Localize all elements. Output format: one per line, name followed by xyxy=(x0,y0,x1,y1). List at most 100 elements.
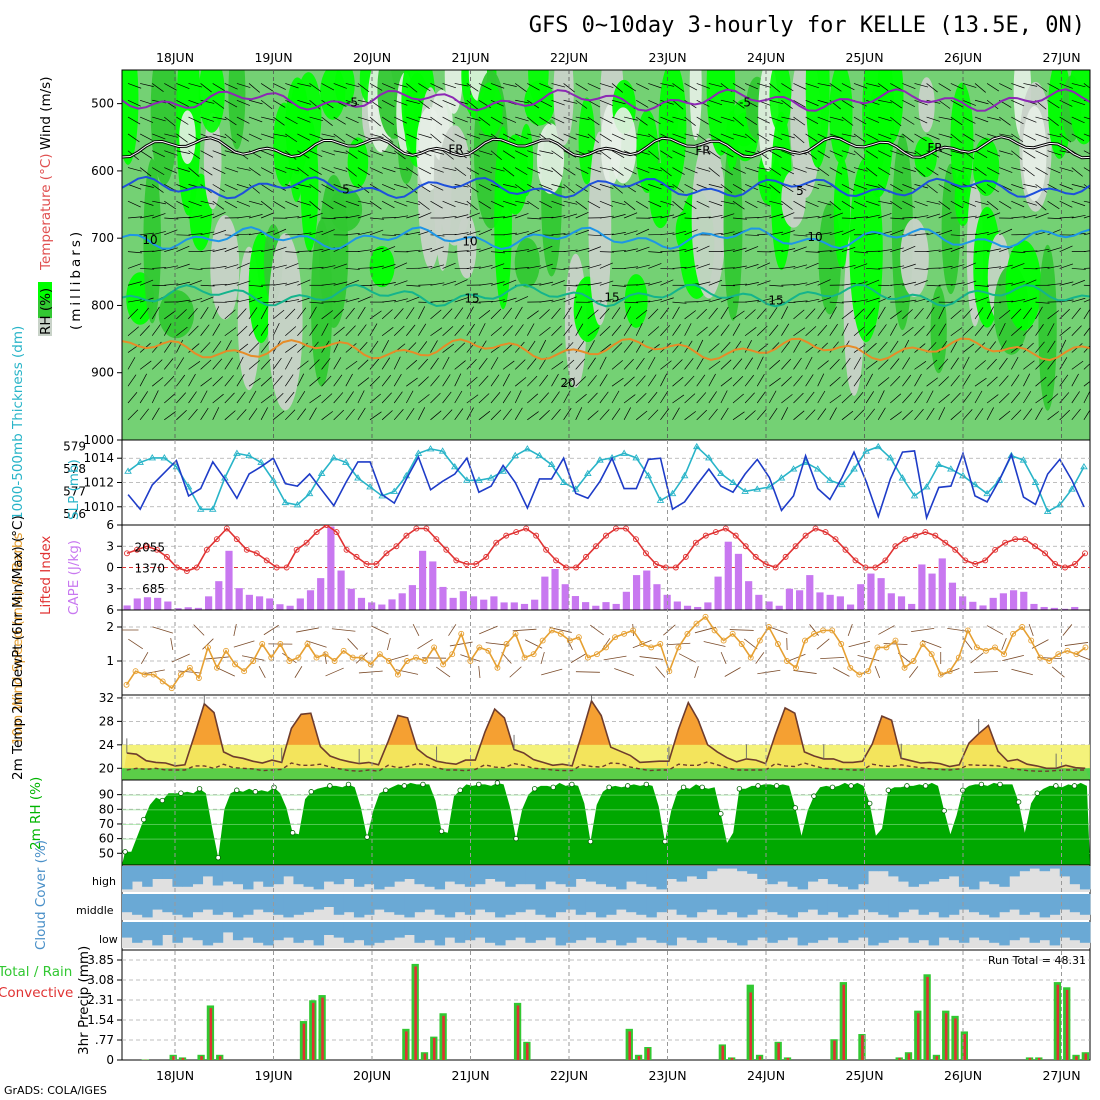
upper-wind-barb xyxy=(502,307,512,320)
upper-wind-barb xyxy=(720,99,735,104)
upper-wind-barb xyxy=(660,325,671,336)
upper-wind-barb xyxy=(926,200,941,205)
upper-wind-barb xyxy=(999,264,1013,269)
thickness-line-point xyxy=(305,489,314,497)
upper-wind-barb xyxy=(599,298,614,303)
cape-bar xyxy=(836,596,844,610)
cape-bar xyxy=(775,605,783,610)
upper-wind-barb xyxy=(793,200,806,209)
upper-wind-barb xyxy=(297,307,307,320)
upper-wind-barb xyxy=(744,374,754,387)
upper-wind-barb xyxy=(732,310,745,320)
surface-wind-barb xyxy=(140,652,149,664)
upper-wind-barb xyxy=(297,99,311,105)
upper-wind-barb xyxy=(539,299,554,303)
cloud-cell-middle xyxy=(1039,894,1051,918)
rh2m-point xyxy=(997,781,1003,788)
surface-wind-barb xyxy=(448,624,457,636)
upper-wind-barb xyxy=(999,282,1014,286)
upper-wind-barb xyxy=(357,249,372,252)
upper-wind-barb xyxy=(998,357,1008,370)
upper-wind-barb xyxy=(224,309,236,320)
rh2m-point xyxy=(513,835,519,842)
isotherms xyxy=(122,88,1090,362)
upper-wind-barb xyxy=(1047,375,1058,387)
cloud-cell-low xyxy=(646,922,657,941)
rh2m-level-line xyxy=(122,794,1090,796)
li-line-point xyxy=(303,539,310,546)
wind-speed-line-point xyxy=(566,637,573,644)
upper-wind-barb xyxy=(926,407,935,421)
upper-wind-barb xyxy=(575,376,587,387)
upper-wind-barb xyxy=(1035,200,1047,211)
li-line-point xyxy=(463,561,470,567)
surface-wind-barb xyxy=(816,638,830,650)
wind-speed-line-point xyxy=(720,637,727,644)
upper-wind-barb xyxy=(890,116,902,127)
upper-wind-barb xyxy=(938,184,951,192)
upper-wind-barb xyxy=(430,133,442,144)
upper-wind-barb xyxy=(248,324,259,336)
upper-wind-barb xyxy=(781,150,795,157)
li-line-point xyxy=(543,546,550,553)
surface-wind-barb xyxy=(478,665,481,679)
upper-wind-barb xyxy=(914,99,928,106)
upper-wind-barb xyxy=(793,83,807,90)
upper-wind-barb xyxy=(841,229,855,236)
upper-wind-barb xyxy=(648,281,662,286)
upper-wind-barb xyxy=(272,322,280,336)
upper-wind-barb xyxy=(261,116,275,121)
upper-wind-barb xyxy=(1035,248,1050,252)
upper-wind-barb xyxy=(793,375,803,387)
wind-speed-line-point xyxy=(684,630,691,637)
upper-wind-barb xyxy=(902,200,916,208)
upper-wind-barb xyxy=(648,116,661,125)
upper-wind-barb xyxy=(756,409,767,421)
upper-wind-barb xyxy=(1047,323,1055,336)
upper-wind-barb xyxy=(902,83,916,90)
upper-wind-barb xyxy=(611,200,626,206)
upper-wind-barb xyxy=(442,262,456,269)
wind-speed-line-point xyxy=(159,678,166,685)
upper-wind-barb xyxy=(539,200,553,208)
upper-wind-barb xyxy=(333,133,346,143)
cloud-cell-low xyxy=(212,922,224,943)
thickness-line-point xyxy=(390,487,399,494)
upper-wind-barb xyxy=(236,215,251,219)
isotherm-5 xyxy=(122,175,1090,200)
upper-wind-barb xyxy=(974,116,989,123)
upper-wind-barb xyxy=(877,83,890,92)
cloud-cell-low xyxy=(878,922,889,943)
wind-speed-line-point xyxy=(404,658,410,664)
date-label-bottom: 22JUN xyxy=(550,1068,588,1083)
upper-wind-barb xyxy=(176,326,188,337)
upper-wind-barb xyxy=(309,212,323,219)
upper-wind-barb xyxy=(515,213,529,219)
cape-bar xyxy=(123,605,131,610)
wind-speed-line-point xyxy=(992,644,998,651)
thickness-line-point xyxy=(281,498,290,506)
upper-wind-barb xyxy=(998,410,1011,421)
upper-wind-barb xyxy=(176,200,190,208)
cloud-cell-middle xyxy=(283,894,294,918)
cloud-cell-high xyxy=(263,866,274,887)
upper-wind-barb xyxy=(599,308,610,320)
upper-wind-barb xyxy=(285,344,297,353)
cloud-cell-middle xyxy=(172,894,183,915)
upper-wind-barb xyxy=(938,150,952,157)
wind-speed-line-point xyxy=(584,654,591,661)
upper-wind-barb xyxy=(708,360,721,370)
upper-wind-barb xyxy=(708,200,723,207)
upper-wind-barb xyxy=(345,343,357,353)
li-line-point xyxy=(942,539,949,546)
upper-wind-barb xyxy=(321,283,336,286)
upper-wind-barb xyxy=(744,392,755,404)
upper-wind-barb xyxy=(539,167,553,172)
rh-patch xyxy=(624,274,648,328)
upper-wind-barb xyxy=(503,232,518,236)
run-total: Run Total = 48.31 xyxy=(988,954,1086,967)
thickness-line-point xyxy=(317,469,326,477)
wind-speed-line-point xyxy=(1028,637,1035,644)
date-label-top: 19JUN xyxy=(254,50,292,65)
precip-bar-convective xyxy=(926,976,929,1060)
